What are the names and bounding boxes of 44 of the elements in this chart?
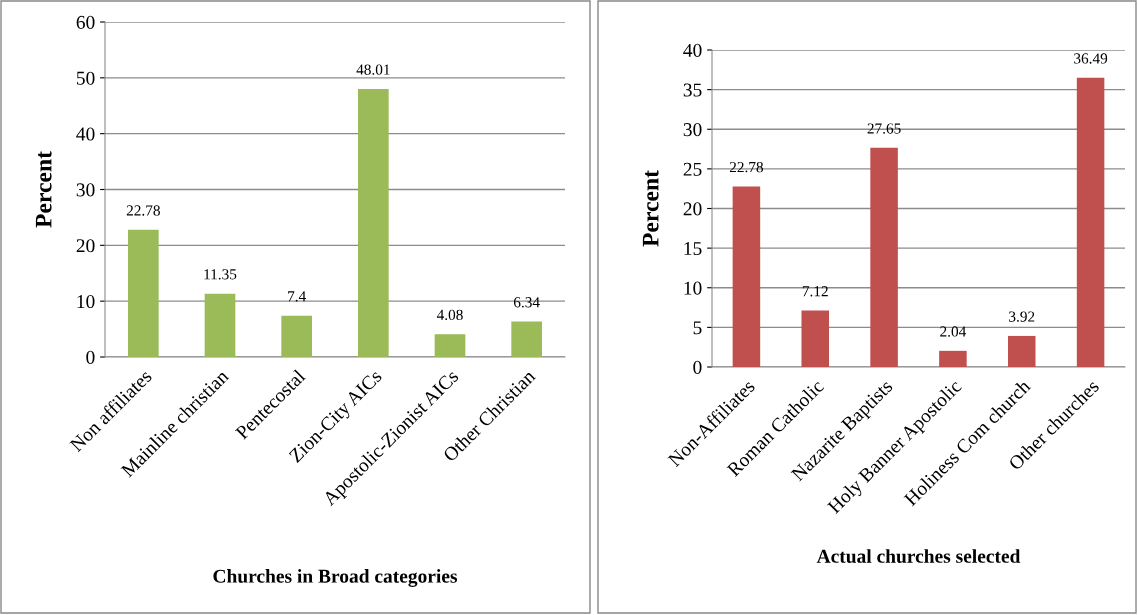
bar (939, 350, 967, 367)
y-tick-label: 0 (693, 360, 702, 374)
data-label: 48.01 (356, 64, 390, 75)
data-label: 4.08 (436, 309, 463, 321)
y-tick-label: 10 (684, 281, 702, 295)
bar (801, 310, 830, 367)
data-label: 6.34 (513, 297, 540, 308)
y-tick-label: 40 (683, 43, 702, 57)
data-label: 7.4 (288, 291, 306, 302)
data-label: 3.92 (1009, 311, 1035, 322)
y-tick-label: 35 (683, 83, 702, 97)
bar (358, 88, 389, 357)
bar (1076, 77, 1105, 367)
data-label: 22.78 (126, 205, 160, 216)
y-tick-label: 60 (76, 15, 95, 29)
bar (732, 186, 761, 367)
data-label: 2.04 (940, 326, 967, 337)
y-axis-title: Percent (35, 151, 52, 228)
y-tick-label: 10 (77, 294, 95, 309)
y-tick-label: 20 (683, 202, 702, 216)
y-tick-label: 50 (76, 71, 95, 85)
y-tick-label: 0 (86, 350, 95, 364)
y-tick-label: 40 (76, 127, 95, 141)
bar (281, 315, 312, 357)
data-label: 7.12 (802, 286, 828, 297)
y-tick-label: 20 (76, 239, 95, 253)
y-tick-label: 15 (684, 242, 702, 256)
data-label: 27.65 (867, 123, 901, 134)
y-tick-label: 25 (683, 162, 702, 176)
data-label: 11.35 (204, 269, 237, 280)
x-axis-title: Churches in Broad categories (213, 569, 458, 587)
data-label: 36.49 (1074, 53, 1108, 64)
bar (511, 321, 542, 357)
y-tick-label: 30 (76, 183, 95, 197)
bar (128, 229, 159, 357)
y-tick-label: 5 (693, 321, 702, 335)
bar (1007, 335, 1036, 367)
bar (870, 147, 898, 367)
y-axis-title: Percent (642, 170, 659, 247)
bar (204, 293, 236, 357)
data-label: 22.78 (729, 161, 764, 173)
bar (434, 334, 466, 357)
x-axis-title: Actual churches selected (816, 549, 1021, 563)
y-tick-label: 30 (683, 123, 702, 137)
